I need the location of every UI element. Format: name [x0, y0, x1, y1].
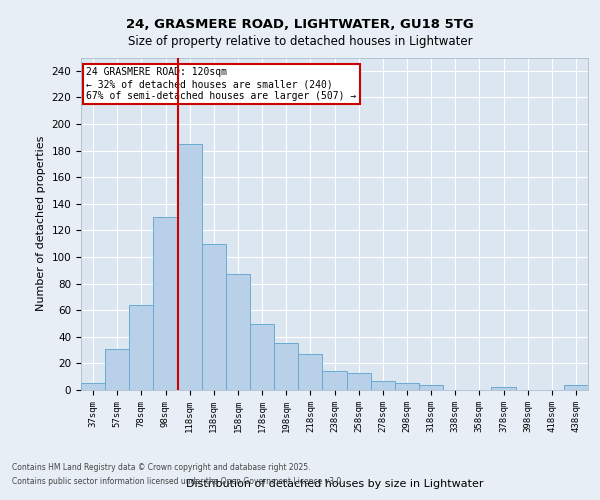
Bar	[81, 384, 105, 390]
Bar	[178, 144, 202, 390]
Bar	[105, 349, 129, 390]
Bar	[419, 384, 443, 390]
Y-axis label: Number of detached properties: Number of detached properties	[36, 136, 46, 312]
Text: Size of property relative to detached houses in Lightwater: Size of property relative to detached ho…	[128, 35, 472, 48]
Bar	[347, 372, 371, 390]
Bar	[202, 244, 226, 390]
Bar	[491, 388, 515, 390]
Text: Contains public sector information licensed under the Open Government Licence v3: Contains public sector information licen…	[12, 477, 344, 486]
Bar	[371, 380, 395, 390]
Bar	[274, 344, 298, 390]
Text: 24, GRASMERE ROAD, LIGHTWATER, GU18 5TG: 24, GRASMERE ROAD, LIGHTWATER, GU18 5TG	[126, 18, 474, 30]
Bar	[395, 384, 419, 390]
Bar	[226, 274, 250, 390]
Bar	[129, 305, 154, 390]
Bar	[564, 384, 588, 390]
Bar	[154, 217, 178, 390]
Text: Contains HM Land Registry data © Crown copyright and database right 2025.: Contains HM Land Registry data © Crown c…	[12, 464, 311, 472]
Bar	[250, 324, 274, 390]
Text: 24 GRASMERE ROAD: 120sqm
← 32% of detached houses are smaller (240)
67% of semi-: 24 GRASMERE ROAD: 120sqm ← 32% of detach…	[86, 68, 356, 100]
Bar	[322, 372, 347, 390]
X-axis label: Distribution of detached houses by size in Lightwater: Distribution of detached houses by size …	[186, 479, 483, 489]
Bar	[298, 354, 322, 390]
